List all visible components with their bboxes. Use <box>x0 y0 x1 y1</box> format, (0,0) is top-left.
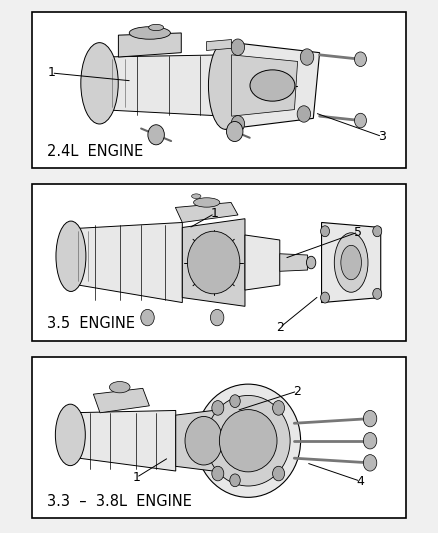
Ellipse shape <box>208 42 242 130</box>
Ellipse shape <box>334 233 368 292</box>
Circle shape <box>212 466 224 481</box>
Ellipse shape <box>194 198 220 207</box>
Polygon shape <box>118 33 181 57</box>
Bar <box>32 184 406 341</box>
Circle shape <box>226 122 243 142</box>
Ellipse shape <box>129 27 170 39</box>
Text: 3.5  ENGINE: 3.5 ENGINE <box>47 316 135 331</box>
Circle shape <box>272 401 285 415</box>
Polygon shape <box>71 222 182 303</box>
Circle shape <box>300 49 314 65</box>
Polygon shape <box>321 222 381 303</box>
Text: 1: 1 <box>132 471 140 484</box>
Polygon shape <box>225 42 320 130</box>
Circle shape <box>321 226 329 237</box>
Text: 5: 5 <box>354 225 362 239</box>
Polygon shape <box>232 55 297 116</box>
Ellipse shape <box>185 416 223 465</box>
Text: 2: 2 <box>276 321 284 334</box>
Ellipse shape <box>81 43 118 124</box>
Text: 2: 2 <box>293 385 301 398</box>
Ellipse shape <box>110 382 130 393</box>
Circle shape <box>354 113 367 128</box>
Ellipse shape <box>55 404 85 466</box>
Circle shape <box>231 116 244 132</box>
Ellipse shape <box>56 221 86 292</box>
Circle shape <box>148 125 164 145</box>
Ellipse shape <box>187 231 240 294</box>
Circle shape <box>297 106 311 122</box>
Ellipse shape <box>307 256 316 269</box>
Polygon shape <box>182 219 245 306</box>
Ellipse shape <box>341 245 361 280</box>
Polygon shape <box>206 39 232 51</box>
Bar <box>32 357 406 519</box>
Circle shape <box>321 292 329 303</box>
Ellipse shape <box>148 25 164 30</box>
Circle shape <box>373 288 382 299</box>
Polygon shape <box>176 408 232 473</box>
Circle shape <box>231 39 244 55</box>
Circle shape <box>272 466 285 481</box>
Polygon shape <box>175 203 238 222</box>
Text: 1: 1 <box>211 207 219 220</box>
Ellipse shape <box>250 70 295 101</box>
Circle shape <box>212 401 224 415</box>
Circle shape <box>364 410 377 427</box>
Circle shape <box>230 395 240 408</box>
Text: 2.4L  ENGINE: 2.4L ENGINE <box>47 144 143 159</box>
Circle shape <box>210 309 224 326</box>
Polygon shape <box>245 235 280 290</box>
Circle shape <box>364 455 377 471</box>
Text: 3: 3 <box>378 130 386 143</box>
Circle shape <box>230 474 240 487</box>
Circle shape <box>373 226 382 237</box>
Ellipse shape <box>196 384 300 497</box>
Polygon shape <box>280 254 307 271</box>
Circle shape <box>354 52 367 67</box>
Bar <box>32 12 406 168</box>
Circle shape <box>364 432 377 449</box>
Ellipse shape <box>219 409 277 472</box>
Text: 4: 4 <box>357 475 364 488</box>
Circle shape <box>141 309 154 326</box>
Ellipse shape <box>206 395 290 486</box>
Polygon shape <box>71 410 176 471</box>
Polygon shape <box>93 389 149 413</box>
Text: 1: 1 <box>47 67 55 79</box>
Ellipse shape <box>191 194 201 199</box>
Polygon shape <box>99 55 225 116</box>
Text: 3.3  –  3.8L  ENGINE: 3.3 – 3.8L ENGINE <box>47 494 192 509</box>
